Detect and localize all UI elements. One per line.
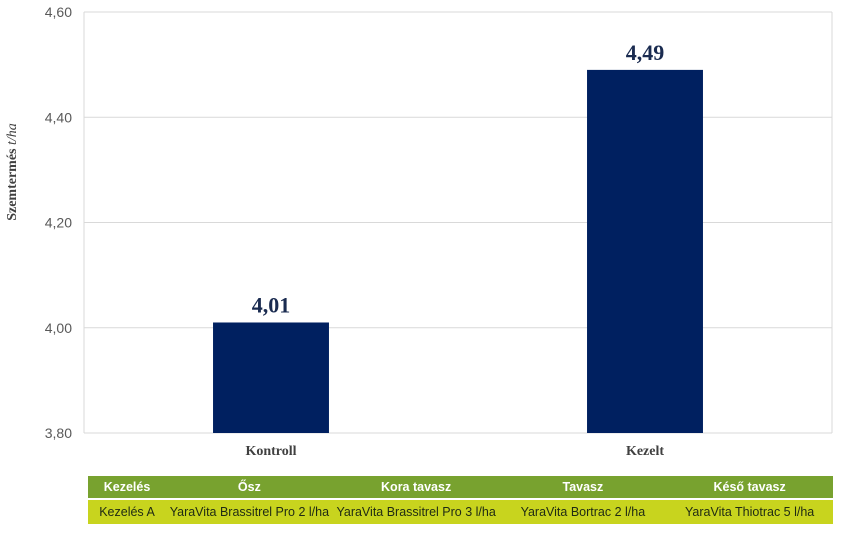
bar-kontroll — [213, 322, 329, 433]
cell-kora-tavasz: YaraVita Brassitrel Pro 3 l/ha — [332, 499, 500, 524]
bar-kezelt — [587, 69, 703, 433]
y-axis-label-text: Szemtermés — [5, 148, 20, 221]
cell-treatment: Kezelés A — [88, 499, 166, 524]
header-keso-tavasz: Késő tavasz — [666, 476, 833, 500]
header-kezeles: Kezelés — [88, 476, 166, 500]
bar-chart: 3,80 4,00 4,20 4,40 4,60 4,01 4,49 Kontroll Ke… — [5, 4, 833, 459]
y-tick-label: 4,40 — [45, 109, 72, 125]
table-row: Kezelés A YaraVita Brassitrel Pro 2 l/ha… — [88, 499, 833, 524]
category-label: Kezelt — [626, 444, 664, 459]
treatment-table: Kezelés Ősz Kora tavasz Tavasz Késő tava… — [88, 476, 833, 524]
cell-keso-tavasz: YaraVita Thiotrac 5 l/ha — [666, 499, 833, 524]
y-tick-label: 3,80 — [45, 425, 72, 441]
data-labels: 4,01 4,49 — [252, 40, 665, 318]
y-tick-label: 4,00 — [45, 320, 72, 336]
data-label: 4,49 — [626, 40, 665, 65]
category-labels: Kontroll Kezelt — [245, 444, 664, 459]
y-axis-unit: t/ha — [5, 123, 20, 145]
category-label: Kontroll — [245, 444, 296, 459]
data-label: 4,01 — [252, 292, 291, 317]
header-tavasz: Tavasz — [499, 476, 667, 500]
header-kora-tavasz: Kora tavasz — [332, 476, 500, 500]
cell-osz: YaraVita Brassitrel Pro 2 l/ha — [166, 499, 333, 524]
y-axis-tick-labels: 3,80 4,00 4,20 4,40 4,60 — [45, 4, 72, 441]
y-tick-label: 4,60 — [45, 4, 72, 20]
gridlines — [83, 11, 833, 434]
bars — [213, 69, 703, 433]
y-tick-label: 4,20 — [45, 215, 72, 231]
header-osz: Ősz — [166, 476, 333, 500]
cell-tavasz: YaraVita Bortrac 2 l/ha — [499, 499, 667, 524]
table-header-row: Kezelés Ősz Kora tavasz Tavasz Késő tava… — [88, 476, 833, 500]
y-axis-label: Szemtermés t/ha — [5, 123, 20, 221]
